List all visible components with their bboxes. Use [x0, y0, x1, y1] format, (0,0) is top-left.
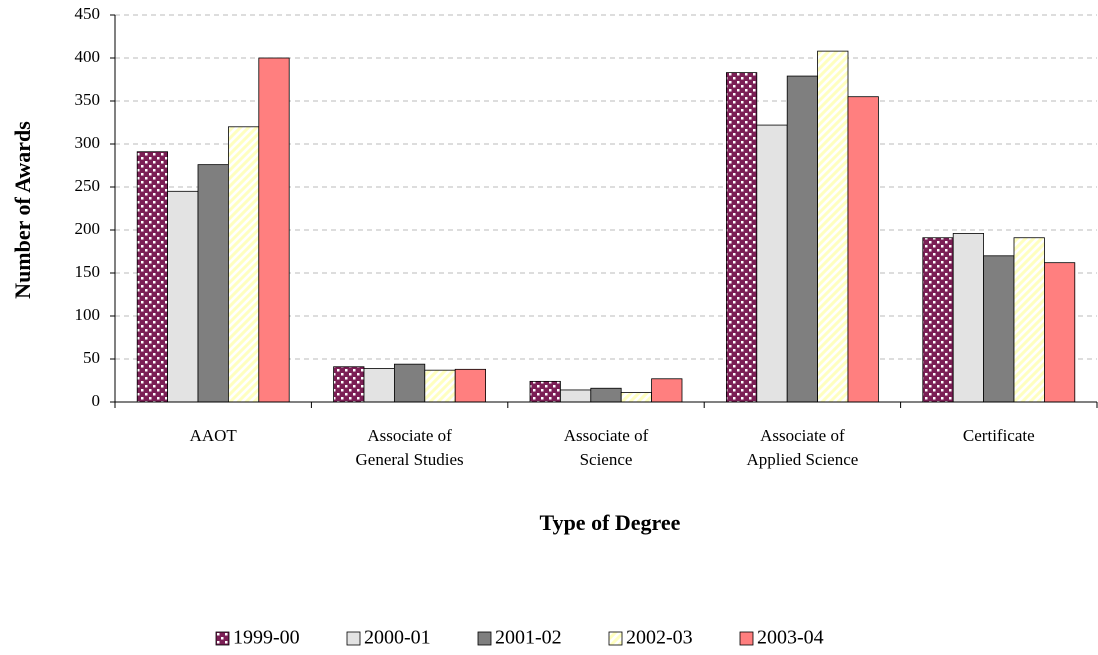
legend-swatch — [346, 631, 361, 646]
bar — [1044, 262, 1076, 403]
x-axis-title: Type of Degree — [540, 510, 681, 535]
bar — [363, 368, 395, 403]
y-tick-label: 450 — [75, 4, 101, 23]
bar — [590, 387, 622, 403]
y-axis-title: Number of Awards — [10, 121, 35, 299]
bar — [424, 369, 456, 403]
bar — [620, 392, 653, 403]
bar — [197, 164, 229, 403]
bar — [922, 237, 954, 403]
y-tick-label: 300 — [75, 133, 101, 152]
bar — [560, 389, 592, 403]
legend-swatch — [608, 631, 623, 646]
bar — [786, 75, 819, 403]
legend-label: 2001-02 — [495, 627, 562, 649]
bar — [529, 380, 561, 403]
bar — [952, 233, 985, 403]
legend-swatch — [215, 631, 230, 646]
x-tick-label: AAOT — [189, 426, 237, 445]
bar — [136, 151, 168, 403]
bar — [333, 366, 365, 403]
bar — [1013, 237, 1045, 403]
bar — [817, 50, 849, 403]
y-tick-label: 350 — [75, 90, 101, 109]
legend-label: 2003-04 — [757, 627, 824, 649]
bar — [393, 363, 426, 403]
bar — [167, 190, 199, 403]
y-tick-label: 100 — [75, 305, 101, 324]
bar — [651, 378, 683, 403]
legend-swatch — [477, 631, 492, 646]
x-tick-label: Associate of Applied Science — [746, 426, 859, 469]
legend-swatch — [739, 631, 754, 646]
bar — [227, 126, 260, 403]
bar — [756, 124, 788, 403]
y-tick-label: 200 — [75, 219, 101, 238]
legend-label: 2000-01 — [364, 627, 431, 649]
x-tick-label: Associate of Science — [563, 426, 649, 469]
y-tick-label: 250 — [75, 176, 101, 195]
x-tick-label: Certificate — [962, 426, 1035, 445]
bar — [847, 96, 879, 403]
bar — [258, 57, 290, 403]
bar — [983, 255, 1015, 403]
y-tick-label: 0 — [92, 391, 101, 410]
y-tick-label: 400 — [75, 47, 101, 66]
bar — [454, 368, 487, 403]
y-tick-label: 50 — [83, 348, 100, 367]
x-tick-label: Associate of General Studies — [355, 426, 464, 469]
legend-label: 1999-00 — [233, 627, 300, 649]
legend-label: 2002-03 — [626, 627, 693, 649]
bar — [726, 72, 758, 403]
y-tick-label: 150 — [75, 262, 101, 281]
